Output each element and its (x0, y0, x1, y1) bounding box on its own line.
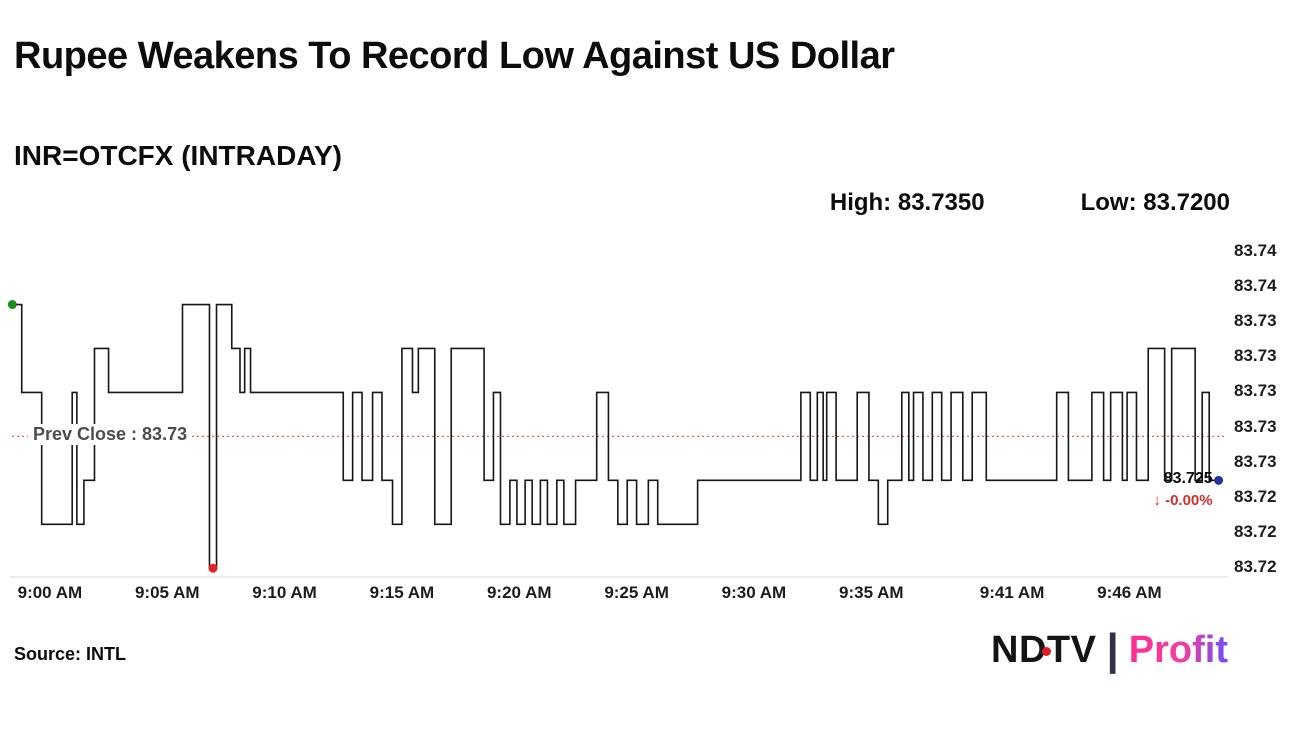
x-tick-label: 9:10 AM (252, 583, 317, 602)
profit-logo-text: Profit (1128, 628, 1228, 671)
session-low-marker (208, 563, 218, 573)
prev-close-label: Prev Close : 83.73 (28, 424, 193, 446)
x-tick-label: 9:41 AM (979, 583, 1045, 602)
ndtv-logo-text: NDTV (991, 629, 1096, 672)
y-tick-label: 83.73 (1234, 451, 1277, 471)
x-tick-label: 9:00 AM (17, 583, 83, 602)
x-tick-label: 9:20 AM (486, 583, 552, 602)
y-tick-label: 83.72 (1234, 486, 1277, 506)
y-tick-label: 83.74 (1234, 240, 1277, 260)
session-start-marker (7, 300, 17, 310)
x-tick-label: 9:30 AM (721, 583, 787, 602)
y-tick-label: 83.72 (1234, 522, 1277, 542)
y-tick-label: 83.73 (1234, 416, 1277, 436)
x-tick-label: 9:46 AM (1097, 583, 1162, 602)
y-tick-label: 83.72 (1234, 557, 1277, 577)
y-tick-label: 83.73 (1234, 311, 1277, 331)
logo-separator: | (1106, 625, 1119, 674)
y-tick-label: 83.73 (1234, 381, 1277, 401)
ndtv-logo-red-dot-icon (1041, 647, 1051, 657)
high-value-label: High: 83.7350 (829, 189, 985, 216)
y-tick-label: 83.74 (1234, 275, 1277, 295)
x-tick-label: 9:15 AM (369, 583, 435, 602)
y-tick-label: 83.73 (1234, 346, 1277, 366)
low-value-label: Low: 83.7200 (1080, 189, 1230, 216)
price-line (12, 303, 1219, 570)
last-price-label: 83.725 (1163, 470, 1213, 488)
change-percent-label: ↓ -0.00% (1153, 492, 1213, 510)
high-low-row: High: 83.7350 Low: 83.7200 (830, 189, 1230, 217)
last-price-marker (1214, 475, 1224, 485)
page-title: Rupee Weakens To Record Low Against US D… (14, 35, 895, 78)
ndtv-profit-logo: NDTV | Profit (991, 628, 1228, 672)
chart-subtitle: INR=OTCFX (INTRADAY) (14, 140, 342, 171)
x-tick-label: 9:05 AM (134, 583, 200, 602)
x-tick-label: 9:25 AM (604, 583, 669, 602)
source-label: Source: INTL (14, 644, 127, 664)
x-tick-label: 9:35 AM (839, 583, 904, 602)
